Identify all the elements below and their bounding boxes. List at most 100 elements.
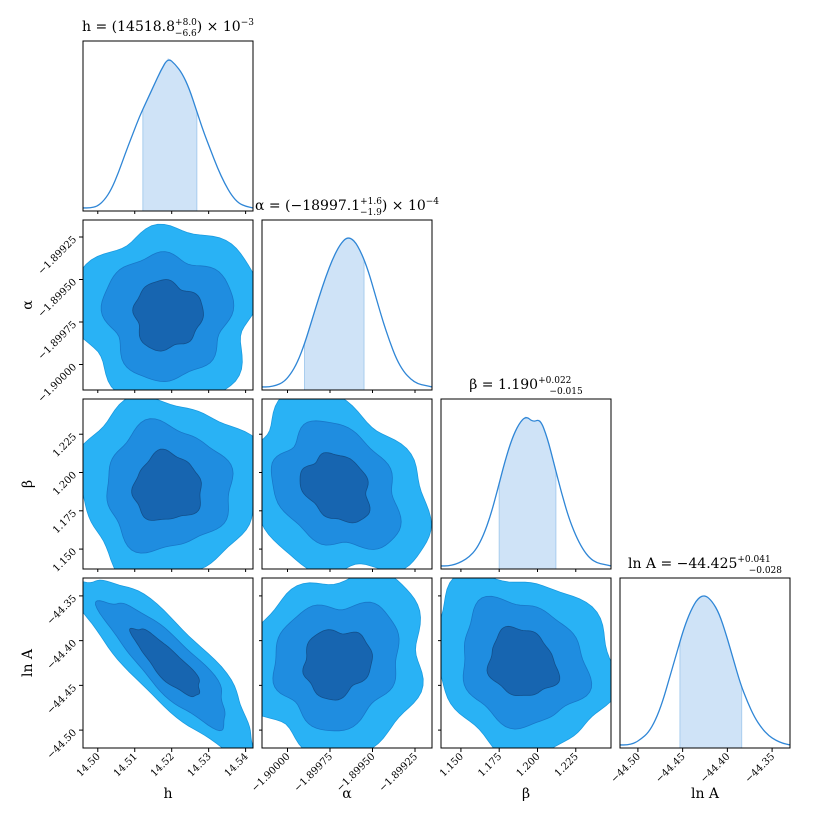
marginal-ticks-alpha xyxy=(287,390,416,393)
marginal-title-h: h = (14518.8+8.0 −6.6) × 10−3 xyxy=(82,18,254,39)
y-tick-label-lnA: −44.45 xyxy=(45,683,79,717)
contour-panel-h-alpha xyxy=(82,219,254,391)
marginal-ticks-h xyxy=(97,211,247,214)
x-axis-beta: 1.150 1.175 1.200 1.225 β xyxy=(438,748,581,802)
marginal-title-alpha: α = (−18997.1+1.6 −1.9) × 10−4 xyxy=(255,197,439,218)
y-axis-label-alpha: α xyxy=(20,300,36,310)
contour-1-sigma-beta-lnA xyxy=(486,625,561,696)
marginal-plot-area-beta xyxy=(441,416,611,569)
marginal-plot-area-h xyxy=(83,58,253,211)
y-axis-lnA: −44.50 −44.45 −44.40 −44.35 ln A xyxy=(20,593,83,761)
contour-plot-area-alpha-beta xyxy=(262,399,432,569)
contour-1-sigma-alpha-beta xyxy=(299,452,371,524)
y-tick-label-beta: 1.225 xyxy=(51,432,79,460)
x-tick-label-beta: 1.175 xyxy=(476,751,504,779)
contour-panel-beta-lnA xyxy=(440,577,612,749)
x-tick-label-beta: 1.225 xyxy=(553,751,581,779)
contour-1-sigma-alpha-lnA xyxy=(302,629,373,701)
credible-interval-band-alpha xyxy=(304,237,364,390)
x-tick-label-alpha: −1.90000 xyxy=(250,751,293,794)
title-upper-error: +0.022 xyxy=(538,376,571,386)
title-value: −44.425 xyxy=(677,556,738,572)
x-axis-label-lnA: ln A xyxy=(691,786,720,802)
title-factor: × 10 xyxy=(202,19,240,35)
marginal-plot-area-lnA xyxy=(620,595,790,748)
title-lower-error: −1.9 xyxy=(360,208,382,218)
credible-interval-band-lnA xyxy=(679,595,742,748)
y-axis-label-beta: β xyxy=(20,480,36,488)
title-exponent: −3 xyxy=(241,18,255,28)
contour-frame-h-beta xyxy=(82,398,254,570)
title-value: 1.190 xyxy=(498,377,538,393)
title-value: 14518.8 xyxy=(117,19,175,35)
marginal-panel-lnA: ln A = −44.425+0.041 −0.028 xyxy=(619,555,791,749)
contour-frame-h-lnA xyxy=(82,577,254,749)
credible-interval-band-h xyxy=(142,58,197,211)
x-axis-alpha: −1.90000 −1.89975 −1.89950 −1.89925 α xyxy=(250,748,420,802)
y-axis-label-lnA: ln A xyxy=(20,648,36,677)
marginal-title-lnA: ln A = −44.425+0.041 −0.028 xyxy=(628,555,782,576)
y-tick-label-beta: 1.200 xyxy=(51,470,79,498)
contour-panel-h-beta xyxy=(82,398,254,570)
inner-ticks-h-beta xyxy=(97,569,247,572)
contour-plot-area-alpha-lnA xyxy=(262,578,424,748)
contour-frame-h-alpha xyxy=(82,219,254,391)
y-tick-label-alpha: −1.90000 xyxy=(36,362,79,405)
marginal-curve-lnA xyxy=(620,595,790,746)
contour-plot-area-beta-lnA xyxy=(441,578,611,748)
x-axis-label-h: h xyxy=(163,786,172,802)
x-tick-label-h: 14.51 xyxy=(112,751,140,779)
inner-ticks-alpha-lnA xyxy=(259,595,262,731)
title-paren-close: ) xyxy=(382,198,387,214)
y-tick-label-beta: 1.150 xyxy=(51,546,79,574)
title-factor: × 10 xyxy=(387,198,425,214)
y-tick-label-beta: 1.175 xyxy=(51,508,79,536)
y-axis-beta: 1.150 1.175 1.200 1.225 β xyxy=(20,432,83,574)
marginal-title-beta: β = 1.190+0.022 −0.015 xyxy=(469,376,583,397)
inner-ticks-beta-lnA xyxy=(438,595,441,731)
title-upper-error: +0.041 xyxy=(737,555,770,565)
title-lhs: h = xyxy=(82,19,112,35)
x-tick-label-alpha: −1.89950 xyxy=(335,751,378,794)
x-tick-label-lnA: −44.45 xyxy=(654,751,688,785)
x-axis-label-alpha: α xyxy=(342,786,352,802)
title-lower-error: −6.6 xyxy=(175,29,197,39)
marginal-curve-h xyxy=(83,59,253,209)
contour-plot-area-h-alpha xyxy=(83,223,253,390)
title-lower-error: −0.015 xyxy=(549,387,583,397)
inner-ticks-h-alpha xyxy=(97,390,247,393)
x-tick-label-lnA: −44.40 xyxy=(699,751,733,785)
contour-panel-alpha-beta xyxy=(261,398,433,570)
contour-frame-alpha-beta xyxy=(261,398,433,570)
title-lhs: α = xyxy=(255,198,285,214)
title-lhs: ln A = xyxy=(628,556,677,572)
contour-frame-beta-lnA xyxy=(440,577,612,749)
title-value: −18997.1 xyxy=(291,198,361,214)
contour-1-sigma-h-alpha xyxy=(132,279,204,352)
title-upper-error: +8.0 xyxy=(175,18,197,28)
title-lhs: β = xyxy=(469,377,498,393)
x-tick-label-alpha: −1.89925 xyxy=(377,751,420,794)
contour-frame-alpha-lnA xyxy=(261,577,433,749)
x-tick-label-lnA: −44.50 xyxy=(609,751,643,785)
title-paren-open: ( xyxy=(285,198,290,214)
x-axis-label-beta: β xyxy=(522,786,530,802)
y-tick-label-alpha: −1.89975 xyxy=(36,319,79,362)
x-tick-label-lnA: −44.35 xyxy=(743,751,777,785)
y-tick-label-alpha: −1.89925 xyxy=(36,234,79,277)
title-paren-open: ( xyxy=(112,19,117,35)
contour-1-sigma-h-beta xyxy=(131,448,202,521)
y-tick-label-lnA: −44.50 xyxy=(45,727,79,761)
contour-1-sigma-h-lnA xyxy=(129,627,201,698)
title-lower-error: −0.028 xyxy=(749,566,783,576)
x-tick-label-h: 14.54 xyxy=(223,751,251,779)
contour-plot-area-h-lnA xyxy=(83,579,253,748)
x-tick-label-h: 14.53 xyxy=(186,751,214,779)
x-axis-lnA: −44.50 −44.45 −44.40 −44.35 ln A xyxy=(609,748,777,802)
marginal-frame-h xyxy=(82,40,254,212)
contour-panel-alpha-lnA xyxy=(261,577,433,749)
x-axis-h: 14.50 14.51 14.52 14.53 14.54 h xyxy=(75,748,251,802)
y-axis-alpha: −1.90000−1.89975−1.89950−1.89925 α xyxy=(20,234,83,405)
x-tick-label-beta: 1.150 xyxy=(438,751,466,779)
